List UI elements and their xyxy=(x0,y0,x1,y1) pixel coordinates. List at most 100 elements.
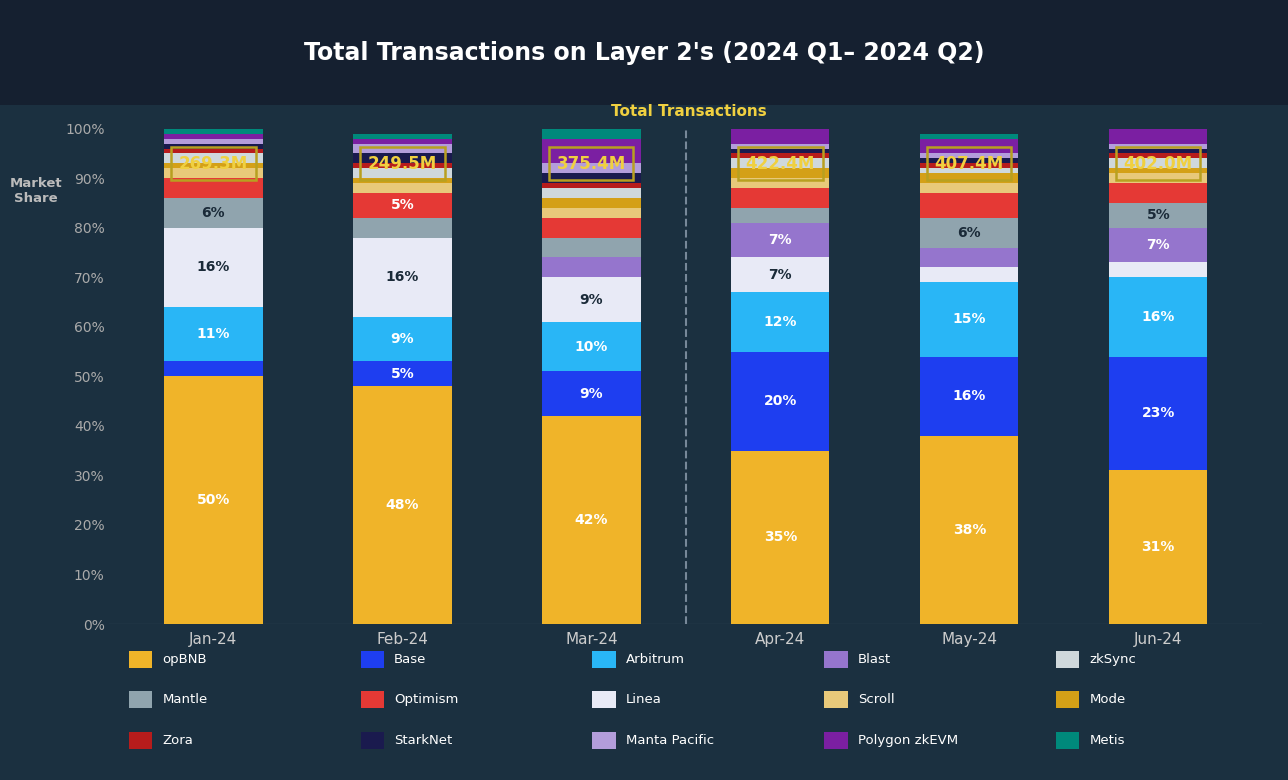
Bar xyxy=(920,282,1019,356)
Bar xyxy=(542,371,640,416)
Bar xyxy=(542,257,640,278)
Bar xyxy=(732,144,829,148)
Bar xyxy=(732,223,829,257)
Bar xyxy=(165,154,263,163)
Bar xyxy=(732,154,829,158)
Bar xyxy=(165,361,263,377)
Text: 422.4M: 422.4M xyxy=(746,154,815,173)
Text: 48%: 48% xyxy=(385,498,419,512)
Text: 35%: 35% xyxy=(764,530,797,544)
Bar xyxy=(353,168,452,179)
Text: 10%: 10% xyxy=(574,339,608,353)
Bar xyxy=(353,317,452,361)
Bar xyxy=(920,193,1019,218)
Bar xyxy=(920,268,1019,282)
Text: 249.5M: 249.5M xyxy=(368,154,437,173)
Bar xyxy=(1109,203,1207,228)
Text: 7%: 7% xyxy=(769,233,792,247)
Bar xyxy=(1109,356,1207,470)
Text: 7%: 7% xyxy=(769,268,792,282)
Text: 9%: 9% xyxy=(390,332,415,346)
Bar xyxy=(165,139,263,144)
Bar xyxy=(353,133,452,139)
Bar xyxy=(542,416,640,624)
Text: Manta Pacific: Manta Pacific xyxy=(626,734,714,746)
Text: Zora: Zora xyxy=(162,734,193,746)
Bar xyxy=(732,292,829,352)
Bar xyxy=(1109,278,1207,356)
Text: 12%: 12% xyxy=(764,315,797,329)
Bar xyxy=(542,139,640,163)
Bar xyxy=(1109,144,1207,148)
Bar xyxy=(920,356,1019,436)
Text: 5%: 5% xyxy=(390,367,415,381)
Bar xyxy=(353,139,452,144)
Bar xyxy=(732,352,829,451)
Bar xyxy=(353,386,452,624)
Bar xyxy=(732,208,829,223)
Bar xyxy=(732,148,829,154)
Text: Optimism: Optimism xyxy=(394,693,459,706)
Text: 6%: 6% xyxy=(957,225,981,239)
Bar xyxy=(1109,158,1207,168)
Text: 16%: 16% xyxy=(953,389,987,403)
Text: Metis: Metis xyxy=(1090,734,1126,746)
Bar xyxy=(353,361,452,386)
Text: Base: Base xyxy=(394,653,426,665)
Bar xyxy=(920,168,1019,173)
Bar xyxy=(920,247,1019,268)
Text: Scroll: Scroll xyxy=(858,693,894,706)
Text: 269.3M: 269.3M xyxy=(179,154,249,173)
Bar xyxy=(920,158,1019,163)
Bar xyxy=(165,377,263,624)
Text: Polygon zkEVM: Polygon zkEVM xyxy=(858,734,958,746)
Bar xyxy=(920,183,1019,193)
Bar xyxy=(165,307,263,361)
Bar xyxy=(732,179,829,188)
Text: 407.4M: 407.4M xyxy=(935,154,1003,173)
Bar xyxy=(1109,129,1207,144)
Bar xyxy=(542,238,640,257)
Text: Mantle: Mantle xyxy=(162,693,207,706)
Bar xyxy=(165,144,263,148)
Bar xyxy=(353,144,452,154)
Bar xyxy=(1109,154,1207,158)
Bar xyxy=(732,129,829,144)
Text: 16%: 16% xyxy=(385,271,419,284)
Text: 38%: 38% xyxy=(953,523,987,537)
Text: 5%: 5% xyxy=(390,198,415,212)
Text: 15%: 15% xyxy=(953,313,987,326)
Text: 11%: 11% xyxy=(197,328,231,341)
Bar xyxy=(542,322,640,371)
Bar xyxy=(920,133,1019,139)
Bar xyxy=(1109,183,1207,203)
Bar xyxy=(353,154,452,163)
Bar xyxy=(1109,228,1207,262)
Text: zkSync: zkSync xyxy=(1090,653,1136,665)
Bar xyxy=(920,436,1019,624)
Bar xyxy=(165,228,263,307)
Bar xyxy=(353,183,452,193)
Bar xyxy=(353,238,452,317)
Text: 6%: 6% xyxy=(202,206,225,220)
Bar xyxy=(920,154,1019,158)
Bar xyxy=(165,163,263,168)
Bar xyxy=(165,148,263,154)
Text: 7%: 7% xyxy=(1146,238,1170,252)
Bar xyxy=(732,168,829,179)
Bar xyxy=(353,163,452,168)
Bar xyxy=(165,168,263,179)
Text: Total Transactions: Total Transactions xyxy=(612,105,766,119)
Bar xyxy=(542,163,640,173)
Bar xyxy=(542,278,640,322)
Bar xyxy=(1109,262,1207,278)
Text: StarkNet: StarkNet xyxy=(394,734,452,746)
Text: 9%: 9% xyxy=(580,292,603,307)
Bar xyxy=(920,218,1019,247)
Bar xyxy=(920,173,1019,183)
Bar xyxy=(542,183,640,188)
Text: 16%: 16% xyxy=(1141,310,1175,324)
Text: 20%: 20% xyxy=(764,394,797,408)
Bar xyxy=(542,198,640,208)
Bar xyxy=(353,193,452,218)
